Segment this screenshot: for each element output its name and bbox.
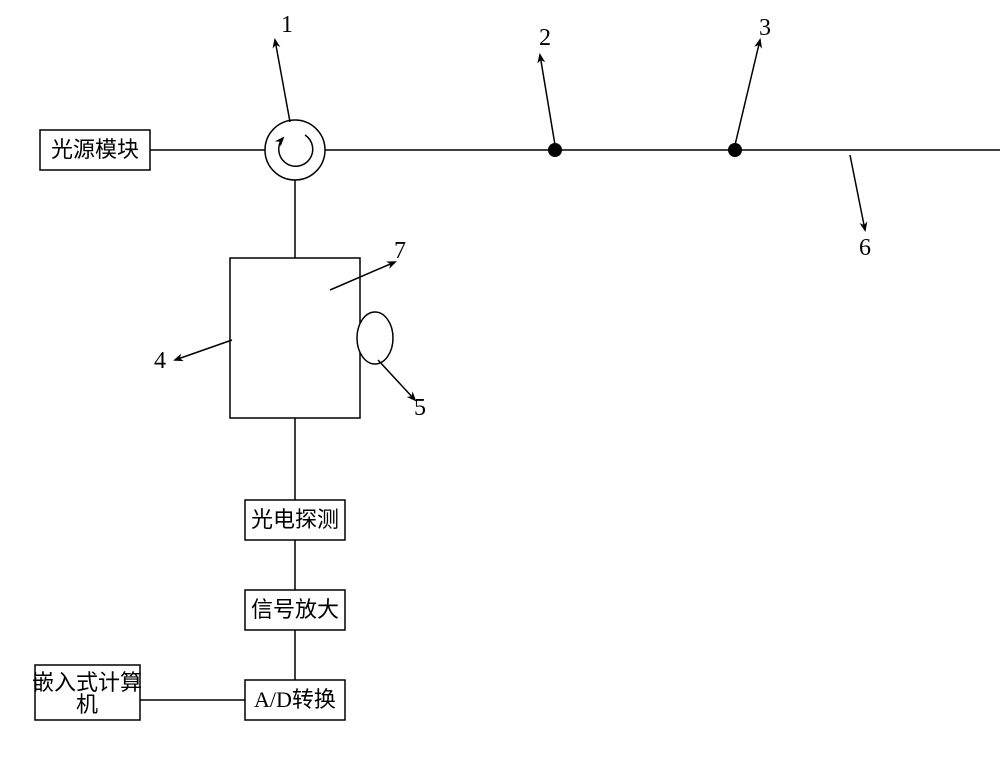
tunable-filter-box: [230, 258, 360, 418]
callout-6: 6: [850, 155, 871, 261]
optical-system-diagram: 光源模块 光电探测 信号放大 A/D转换 嵌入式计算 机: [0, 0, 1000, 777]
photo-detect-box: 光电探测: [245, 500, 345, 540]
circulator: [265, 120, 325, 180]
callout-2: 2: [539, 25, 555, 145]
svg-text:A/D转换: A/D转换: [254, 687, 336, 712]
callout-4: 4: [154, 340, 232, 374]
callout-3: 3: [735, 15, 771, 145]
svg-text:5: 5: [414, 395, 426, 421]
node-dot-2: [548, 143, 562, 157]
svg-text:光源模块: 光源模块: [51, 137, 139, 162]
svg-text:1: 1: [281, 12, 293, 38]
svg-text:4: 4: [154, 348, 166, 374]
svg-text:6: 6: [859, 235, 871, 261]
svg-text:3: 3: [759, 15, 771, 41]
embedded-computer-box: 嵌入式计算 机: [32, 665, 142, 720]
light-source-module: 光源模块: [40, 130, 150, 170]
callout-1: 1: [275, 12, 293, 122]
svg-text:7: 7: [394, 238, 406, 264]
node-dot-3: [728, 143, 742, 157]
ad-convert-box: A/D转换: [245, 680, 345, 720]
svg-text:光电探测: 光电探测: [251, 507, 339, 532]
callout-5: 5: [378, 360, 426, 421]
signal-amp-box: 信号放大: [245, 590, 345, 630]
svg-text:信号放大: 信号放大: [251, 597, 339, 622]
svg-text:机: 机: [76, 692, 98, 717]
ellipse-knob: [357, 312, 393, 364]
svg-text:2: 2: [539, 25, 551, 51]
